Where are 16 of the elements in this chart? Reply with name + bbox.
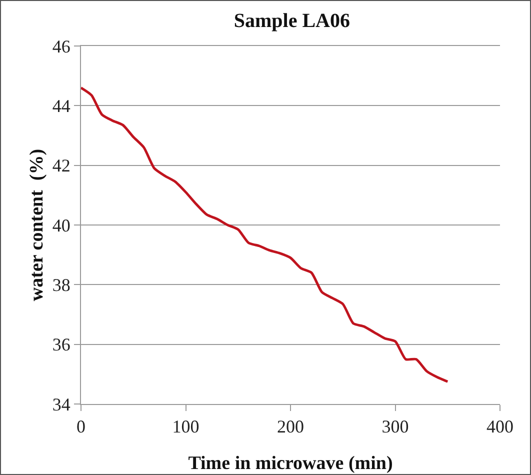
y-tick-label: 36	[52, 334, 70, 355]
y-tick-label: 40	[52, 215, 70, 236]
y-tick-label: 38	[52, 274, 70, 295]
line-series	[81, 86, 449, 383]
y-tick-label: 42	[52, 156, 70, 176]
x-tick-label: 200	[277, 416, 304, 437]
x-tick-label: 100	[172, 416, 200, 437]
x-tick-label: 400	[486, 416, 514, 437]
x-tick-label: 300	[382, 416, 409, 437]
x-tick-label: 0	[76, 416, 86, 437]
x-axis-title: Time in microwave (min)	[188, 453, 393, 474]
chart-title: Sample LA06	[234, 10, 350, 32]
y-tick-label: 34	[52, 394, 70, 414]
y-axis-title: water content (%)	[26, 148, 48, 302]
y-tick-label: 44	[52, 96, 70, 116]
y-tick-label: 46	[52, 36, 70, 56]
